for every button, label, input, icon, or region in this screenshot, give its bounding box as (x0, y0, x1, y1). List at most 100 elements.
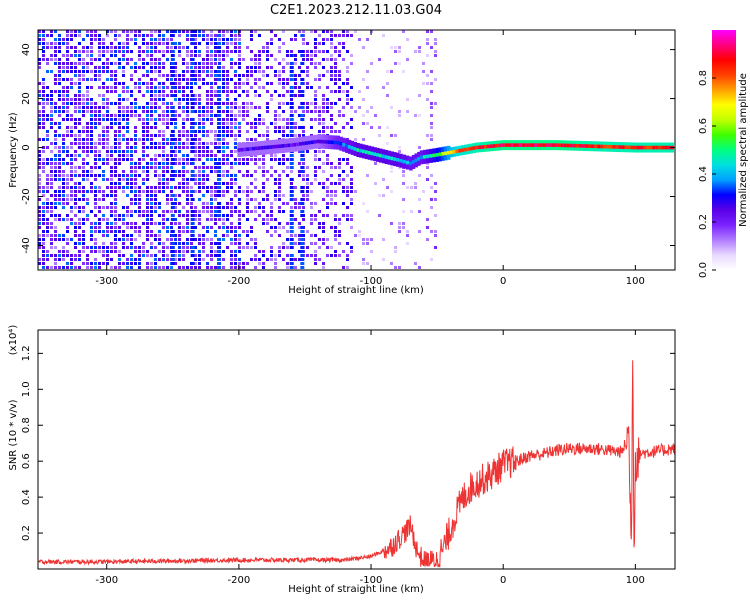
spectrogram-cell (330, 202, 333, 205)
spectrogram-cell (414, 50, 417, 53)
spectrogram-cell (318, 34, 321, 37)
spectrogram-cell (66, 186, 69, 189)
spectrogram-cell (182, 118, 185, 121)
spectrogram-cell (126, 266, 129, 269)
spectrogram-cell (198, 250, 201, 253)
spectrogram-cell (42, 110, 45, 113)
spectrogram-cell (194, 238, 197, 241)
spectrogram-cell (74, 234, 77, 237)
spectrogram-cell (118, 50, 121, 53)
spectrogram-cell (198, 126, 201, 129)
spectrogram-cell (130, 102, 133, 105)
spectrogram-cell (206, 262, 209, 265)
spectrogram-cell (226, 230, 229, 233)
spectrogram-cell (150, 246, 153, 249)
spectrogram-cell (222, 118, 225, 121)
spectrogram-cell (50, 178, 53, 181)
spectrogram-cell (222, 110, 225, 113)
spectrogram-image (38, 30, 674, 269)
spectrogram-streak-cell (217, 162, 222, 165)
spectrogram-cell (90, 130, 93, 133)
spectrogram-cell (234, 250, 237, 253)
spectrogram-cell (158, 106, 161, 109)
spectrogram-cell (250, 34, 253, 37)
tone-core (322, 139, 326, 144)
spectrogram-cell (318, 258, 321, 261)
y-tick-label: 0.6 (21, 453, 32, 469)
spectrogram-cell (186, 138, 189, 141)
spectrogram-cell (430, 174, 433, 177)
spectrogram-cell (174, 150, 177, 153)
spectrogram-cell (398, 62, 401, 65)
spectrogram-cell (78, 154, 81, 157)
spectrogram-cell (378, 194, 381, 197)
spectrogram-cell (222, 170, 225, 173)
spectrogram-cell (262, 262, 265, 265)
spectrogram-cell (58, 94, 61, 97)
spectrogram-cell (186, 186, 189, 189)
spectrogram-cell (206, 82, 209, 85)
spectrogram-cell (126, 30, 129, 33)
spectrogram-cell (338, 182, 341, 185)
spectrogram-cell (178, 150, 181, 153)
spectrogram-cell (110, 210, 113, 213)
spectrogram-cell (138, 118, 141, 121)
spectrogram-cell (210, 154, 213, 157)
spectrogram-cell (174, 186, 177, 189)
spectrogram-cell (66, 58, 69, 61)
spectrogram-cell (66, 162, 69, 165)
spectrogram-cell (86, 34, 89, 37)
spectrogram-cell (214, 138, 217, 141)
spectrogram-cell (266, 178, 269, 181)
tone-core (531, 143, 535, 147)
spectrogram-cell (86, 190, 89, 193)
spectrogram-cell (326, 254, 329, 257)
spectrogram-cell (254, 78, 257, 81)
spectrogram-cell (346, 174, 349, 177)
spectrogram-cell (90, 250, 93, 253)
spectrogram-cell (250, 66, 253, 69)
spectrogram-cell (70, 154, 73, 157)
spectrogram-cell (130, 242, 133, 245)
spectrogram-cell (94, 158, 97, 161)
spectrogram-cell (154, 186, 157, 189)
spectrogram-cell (166, 218, 169, 221)
spectrogram-cell (94, 186, 97, 189)
spectrogram-cell (238, 126, 241, 129)
spectrogram-cell (346, 186, 349, 189)
spectrogram-cell (238, 34, 241, 37)
tone-core (293, 142, 297, 147)
spectrogram-cell (98, 150, 101, 153)
spectrogram-cell (106, 102, 109, 105)
spectrogram-streak-cell (300, 198, 305, 201)
spectrogram-cell (178, 254, 181, 257)
spectrogram-cell (306, 174, 309, 177)
spectrogram-cell (350, 226, 353, 229)
spectrogram-cell (250, 138, 253, 141)
spectrogram-cell (330, 182, 333, 185)
spectrogram-cell (194, 266, 197, 269)
spectrogram-cell (74, 70, 77, 73)
spectrogram-streak-cell (217, 174, 222, 177)
spectrogram-cell (278, 106, 281, 109)
spectrogram-cell (114, 118, 117, 121)
spectrogram-cell (50, 234, 53, 237)
spectrogram-cell (358, 90, 361, 93)
spectrogram-cell (98, 58, 101, 61)
snr-y-ticks: 0.20.40.60.81.01.2 (21, 345, 675, 541)
spectrogram-streak-cell (300, 246, 305, 249)
spectrogram-cell (118, 62, 121, 65)
spectrogram-cell (78, 182, 81, 185)
spectrogram-cell (38, 226, 41, 229)
spectrogram-cell (58, 190, 61, 193)
spectrogram-cell (282, 82, 285, 85)
spectrogram-streak-cell (217, 178, 222, 181)
spectrogram-cell (86, 162, 89, 165)
spectrogram-cell (82, 46, 85, 49)
spectrogram-cell (134, 146, 137, 149)
spectrogram-cell (78, 106, 81, 109)
spectrogram-cell (258, 190, 261, 193)
spectrogram-cell (186, 86, 189, 89)
spectrogram-cell (302, 194, 305, 197)
spectrogram-cell (226, 206, 229, 209)
